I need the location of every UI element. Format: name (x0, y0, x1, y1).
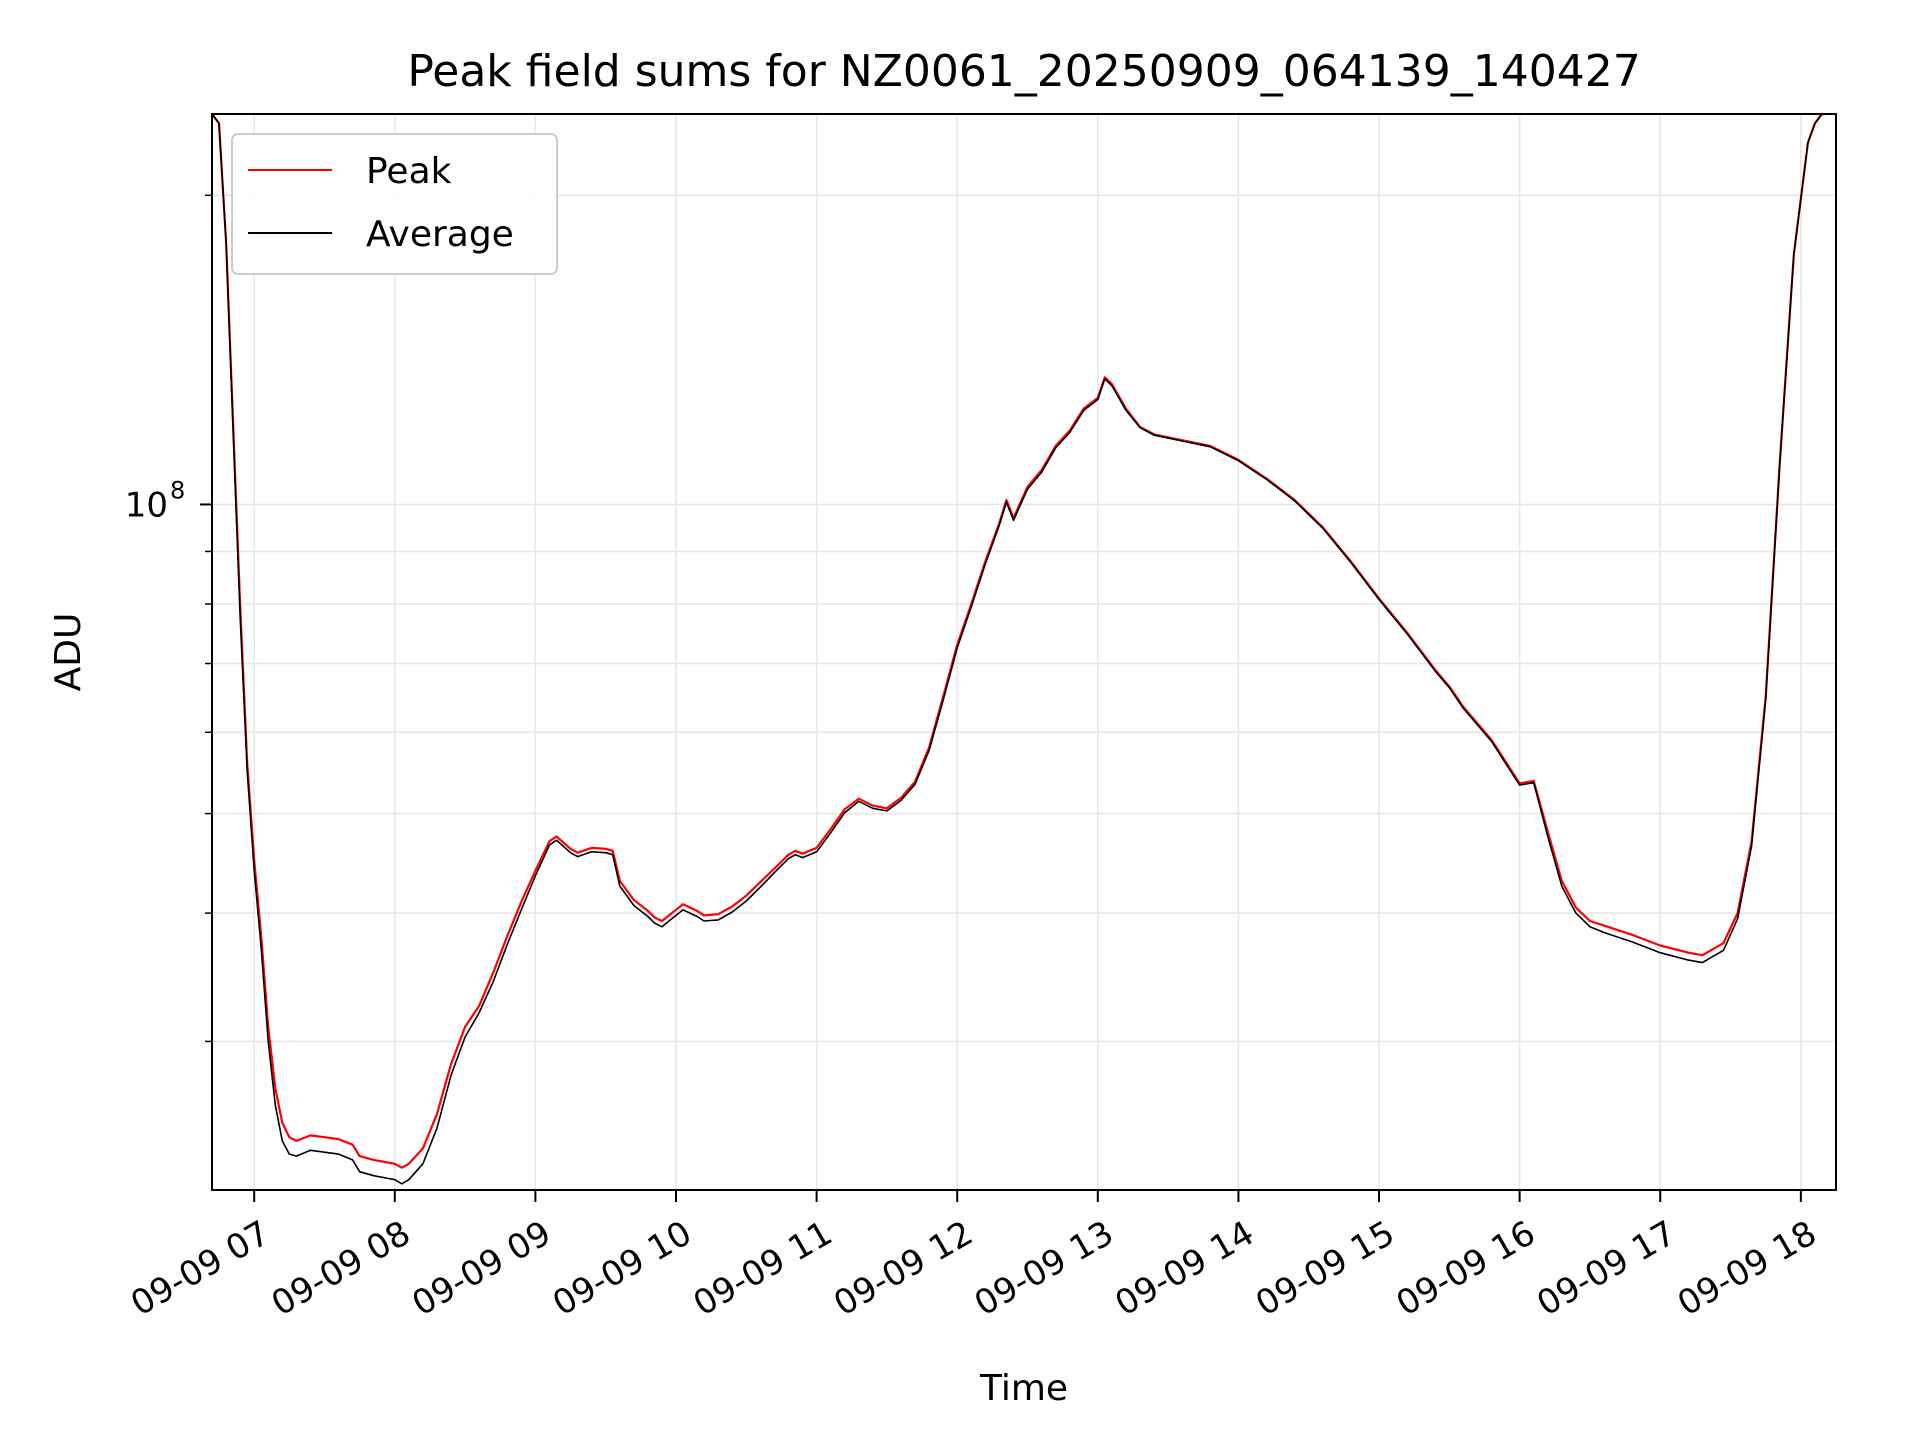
x-axis-label: Time (979, 1368, 1068, 1409)
series-line-peak (212, 114, 1829, 1169)
legend-peak-label: Peak (366, 151, 452, 192)
legend: Peak Average (231, 133, 558, 275)
legend-average-label: Average (366, 214, 514, 255)
series-lines (212, 114, 1829, 1185)
plot-frame (211, 113, 1837, 1191)
chart-title: Peak field sums for NZ0061_20250909_0641… (407, 46, 1640, 97)
y-tick-label-base: 10 (125, 485, 168, 525)
y-axis-label: ADU (48, 613, 89, 692)
series-line-average (212, 114, 1829, 1185)
y-tick-label-exponent: 8 (170, 476, 185, 504)
grid (212, 114, 1836, 1190)
